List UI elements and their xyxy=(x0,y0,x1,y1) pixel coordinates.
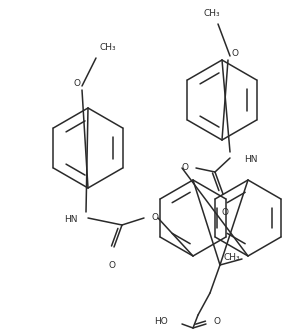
Text: O: O xyxy=(232,50,239,58)
Text: O: O xyxy=(181,163,188,173)
Text: CH₃: CH₃ xyxy=(100,44,117,52)
Text: HN: HN xyxy=(64,215,78,224)
Text: O: O xyxy=(152,214,159,222)
Text: CH₃: CH₃ xyxy=(204,10,220,18)
Text: O: O xyxy=(109,261,116,270)
Text: O: O xyxy=(221,208,228,217)
Text: CH₃: CH₃ xyxy=(224,253,241,262)
Text: HO: HO xyxy=(154,317,168,326)
Text: HN: HN xyxy=(244,155,257,164)
Text: O: O xyxy=(214,317,221,326)
Text: O: O xyxy=(74,80,81,88)
